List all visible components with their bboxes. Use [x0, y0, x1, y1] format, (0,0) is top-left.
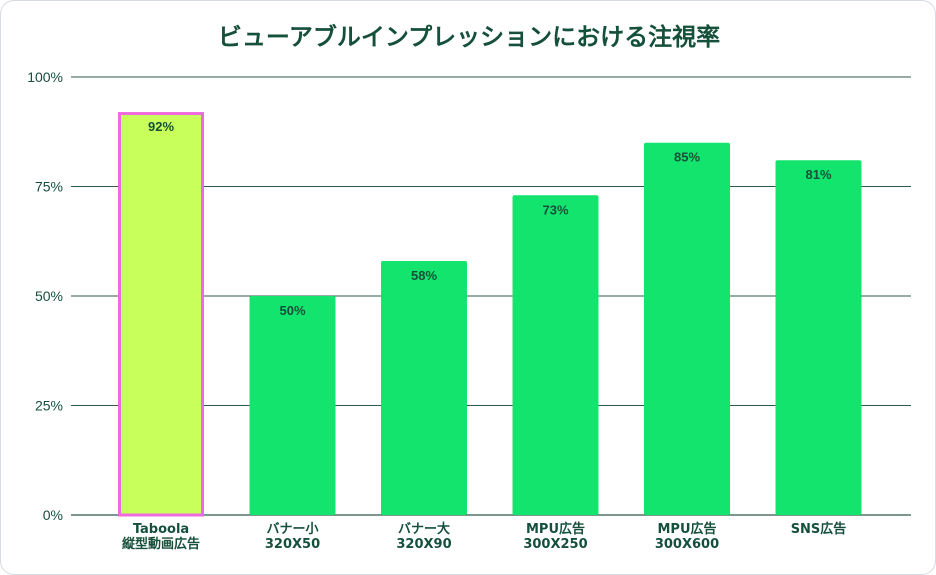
value-label-2: 50%	[279, 303, 305, 318]
category-label-line: MPU広告	[526, 521, 585, 537]
category-label-line: 縦型動画広告	[122, 536, 200, 552]
category-label-6: SNS広告	[791, 521, 847, 537]
bar-3	[381, 260, 467, 515]
category-label-1: Taboola 縦型動画広告	[122, 522, 200, 552]
category-label-line: バナー大	[398, 521, 450, 537]
value-label-4: 73%	[542, 202, 568, 217]
bar-6	[775, 160, 862, 515]
category-label-4: MPU広告 300X250	[523, 521, 587, 552]
value-label-1: 92%	[148, 119, 174, 134]
category-label-line: 320X90	[396, 537, 451, 552]
value-labels: 92% 50% 58% 73% 85% 81%	[148, 119, 832, 318]
gridlines	[71, 76, 911, 516]
y-tick-label: 50%	[35, 288, 63, 304]
category-label-line: Taboola	[133, 522, 189, 537]
bar-5	[644, 142, 730, 515]
category-label-line: 300X600	[655, 537, 719, 552]
y-tick-label: 100%	[27, 69, 63, 85]
value-label-3: 58%	[411, 268, 437, 283]
bar-1	[118, 112, 204, 517]
category-label-line: 320X50	[265, 537, 320, 552]
value-label-5: 85%	[674, 150, 700, 165]
category-label-line: MPU広告	[657, 521, 716, 537]
y-tick-label: 25%	[35, 398, 63, 414]
bar-2	[249, 296, 336, 515]
category-label-2: バナー小 320X50	[265, 522, 320, 552]
bars	[118, 112, 862, 517]
chart-title: ビューアブルインプレッションにおける注視率	[218, 23, 720, 51]
bar-4	[512, 195, 599, 515]
category-label-3: バナー大 320X90	[396, 521, 451, 552]
category-label-5: MPU広告 300X600	[655, 521, 719, 552]
y-tick-label: 0%	[43, 507, 63, 523]
y-axis-tick-labels: 0% 25% 50% 75% 100%	[27, 69, 63, 523]
category-label-line: バナー小	[266, 522, 318, 537]
category-label-line: SNS広告	[791, 521, 847, 537]
y-tick-label: 75%	[35, 179, 63, 195]
value-label-6: 81%	[805, 167, 831, 182]
category-label-line: 300X250	[523, 537, 587, 552]
